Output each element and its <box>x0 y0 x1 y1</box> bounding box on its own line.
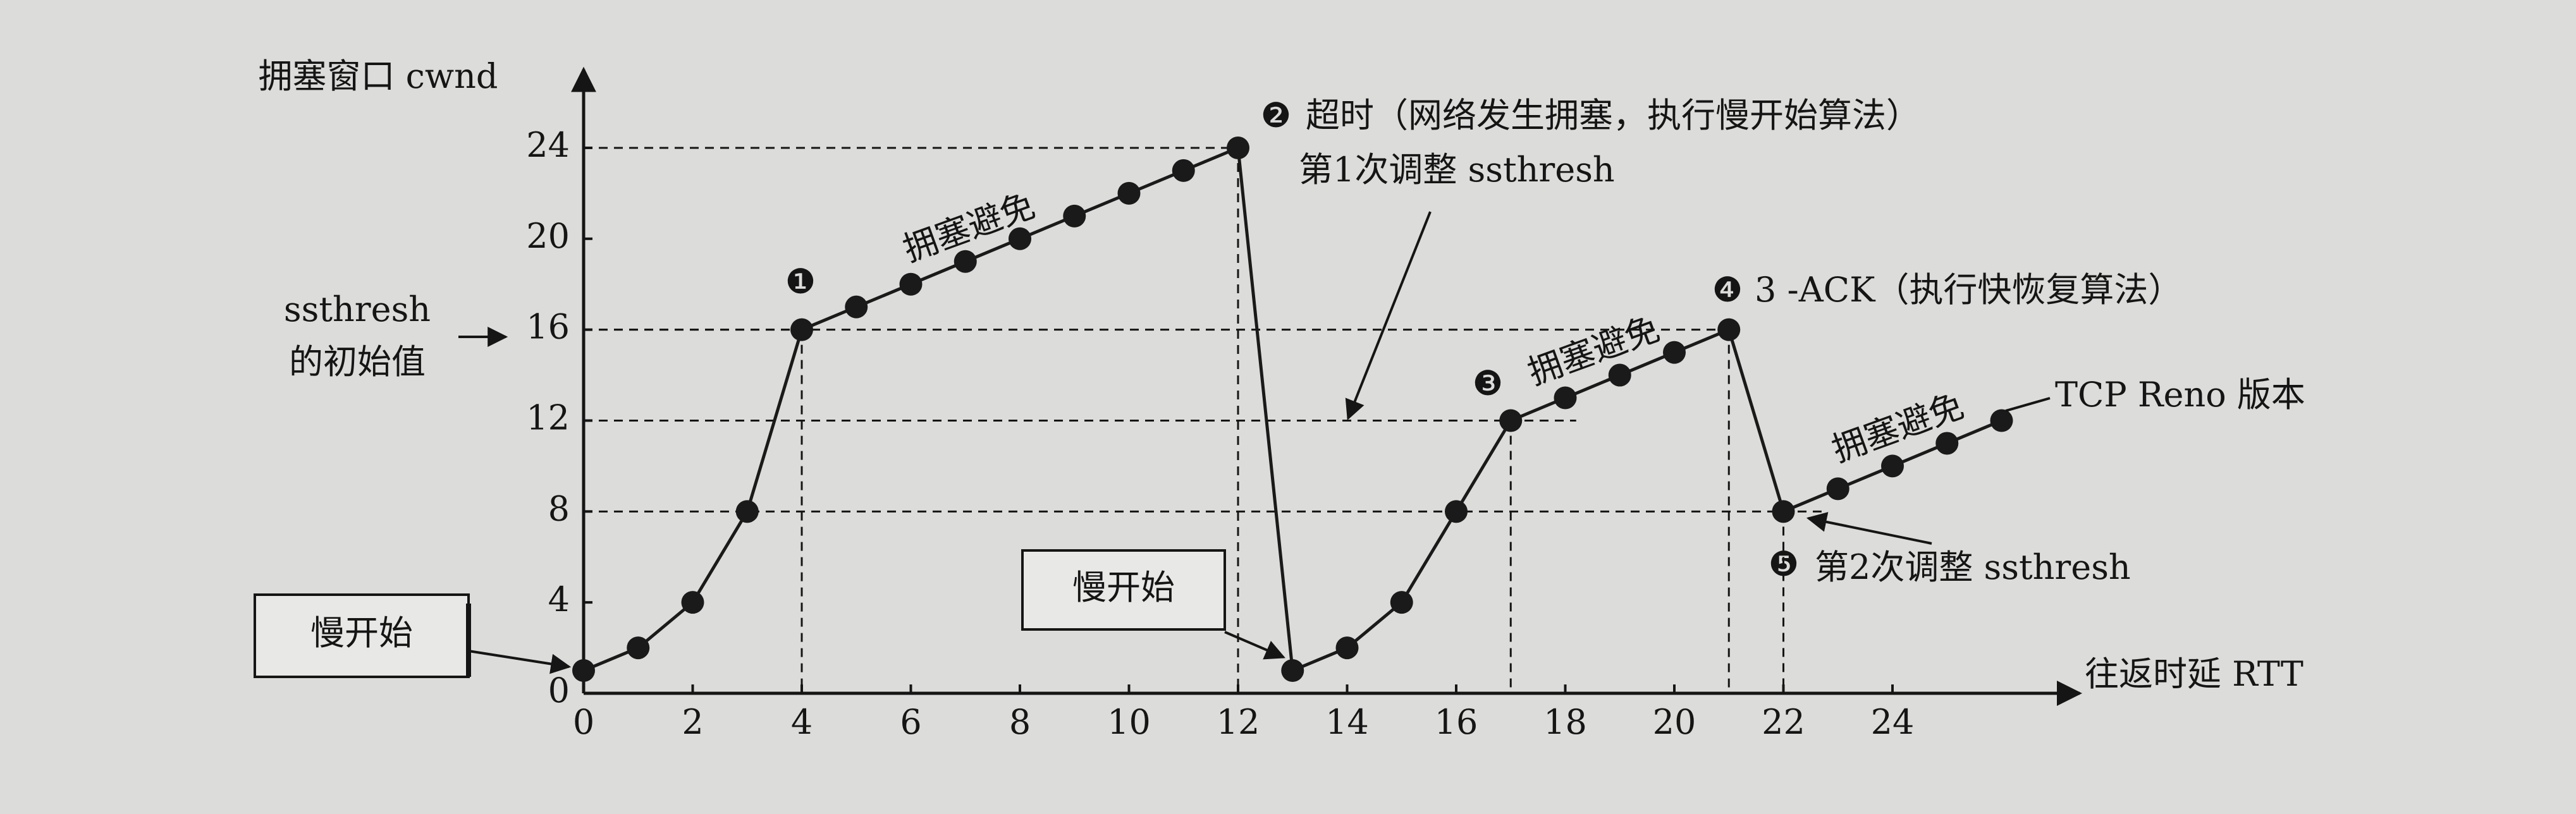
annotation: 超时（网络发生拥塞，执行慢开始算法） <box>1306 95 1920 135</box>
data-point <box>1663 341 1686 364</box>
data-point <box>1772 500 1795 523</box>
annotation: 慢开始 <box>310 613 413 653</box>
data-point <box>1117 181 1141 205</box>
data-point <box>1608 363 1631 387</box>
data-point <box>1227 136 1249 159</box>
annotation: 慢开始 <box>1072 568 1175 607</box>
x-tick-label: 10 <box>1107 702 1151 742</box>
data-point <box>1935 432 1959 455</box>
data-point <box>627 636 650 660</box>
data-point <box>1990 409 2013 432</box>
data-point <box>1390 591 1413 614</box>
x-tick-label: 18 <box>1543 702 1587 742</box>
leader <box>2005 397 2051 412</box>
data-point <box>1009 227 1031 250</box>
data-point <box>954 250 977 273</box>
data-point <box>1445 500 1468 523</box>
marker-label: ❺ <box>1769 544 1799 584</box>
x-tick-label: 4 <box>791 702 813 742</box>
y-tick-label: 0 <box>548 671 570 710</box>
annotation: ssthresh <box>284 289 431 329</box>
data-point <box>1063 204 1086 228</box>
y-axis-label: 拥塞窗口 cwnd <box>259 56 498 96</box>
x-axis-label: 往返时延 RTT <box>2085 654 2303 694</box>
data-point <box>1554 386 1577 410</box>
arrow <box>1345 211 1432 420</box>
marker-label: ❷ <box>1261 95 1291 135</box>
x-tick-label: 24 <box>1871 702 1915 742</box>
y-tick-label: 24 <box>526 125 570 165</box>
data-point <box>1172 159 1195 182</box>
x-tick-label: 22 <box>1762 702 1805 742</box>
data-point <box>681 591 704 614</box>
annotation: 的初始值 <box>289 342 426 382</box>
x-tick-label: 16 <box>1435 702 1478 742</box>
label-box <box>254 593 470 678</box>
data-point <box>1717 318 1741 341</box>
data-point <box>845 295 868 319</box>
x-tick-label: 12 <box>1217 702 1260 742</box>
arrow <box>1224 631 1285 660</box>
data-point <box>1826 477 1849 501</box>
data-point <box>1335 636 1359 660</box>
arrow <box>468 650 572 674</box>
y-tick-label: 20 <box>526 216 570 256</box>
y-tick-label: 12 <box>526 398 570 437</box>
marker-label: ❸ <box>1473 363 1503 403</box>
data-point <box>1281 659 1304 683</box>
y-tick-label: 8 <box>548 489 570 528</box>
arrow <box>1806 512 1932 545</box>
data-point <box>790 318 813 341</box>
data-point <box>899 272 923 296</box>
data-point <box>1499 409 1523 432</box>
y-tick-label: 4 <box>548 580 570 619</box>
x-tick-label: 2 <box>682 702 703 742</box>
marker-label: ❹ <box>1712 270 1743 310</box>
marker-label: ❶ <box>785 262 816 301</box>
annotation: TCP Reno 版本 <box>2055 375 2305 415</box>
x-tick-label: 8 <box>1009 702 1031 742</box>
x-tick-label: 14 <box>1325 702 1369 742</box>
data-point <box>735 500 759 523</box>
x-tick-label: 0 <box>573 702 594 742</box>
annotation: 3 -ACK（执行快恢复算法） <box>1755 270 2182 310</box>
x-tick-label: 20 <box>1653 702 1696 742</box>
annotation: 第2次调整 ssthresh <box>1815 547 2131 587</box>
x-tick-label: 6 <box>900 702 921 742</box>
y-tick-label: 16 <box>526 307 570 347</box>
annotation: 第1次调整 ssthresh <box>1299 150 1615 190</box>
data-point <box>572 659 595 683</box>
label-box <box>1021 549 1226 631</box>
data-point <box>1881 454 1904 478</box>
